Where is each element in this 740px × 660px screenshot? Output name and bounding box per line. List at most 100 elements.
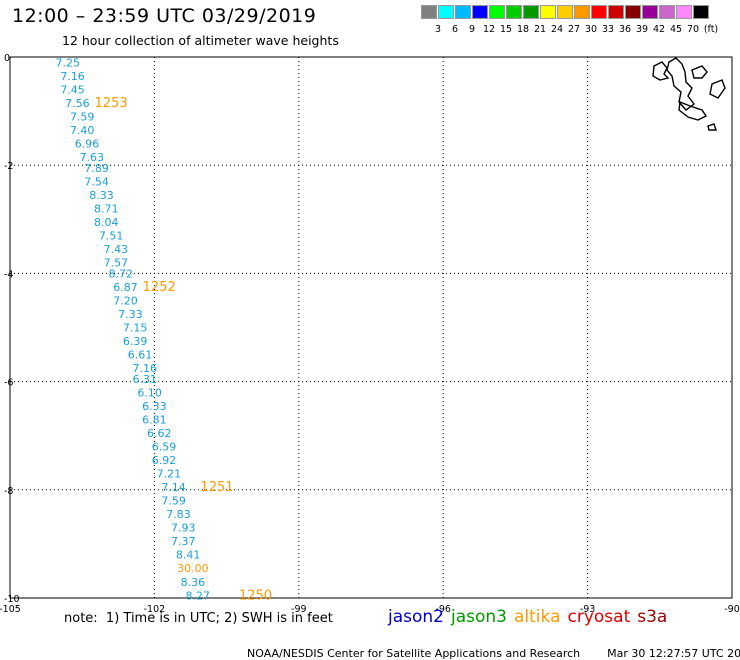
swh-value-label: 7.89 [84, 162, 109, 175]
footer-timestamp: Mar 30 12:27:57 UTC 2019 [607, 647, 740, 660]
legend-jason2: jason2 [388, 607, 444, 627]
scale-label: 27 [567, 24, 581, 35]
scale-unit: (ft) [703, 24, 719, 35]
swh-value-label: 7.45 [60, 83, 85, 96]
scale-swatch [455, 5, 471, 19]
swh-value-label: 7.20 [113, 294, 138, 307]
y-tick-label: -10 [4, 594, 20, 605]
swh-value-label: 7.93 [171, 522, 196, 535]
x-tick-label: -90 [724, 604, 740, 615]
swh-value-label: 8.71 [94, 202, 119, 215]
swh-value-label: 7.25 [56, 56, 81, 69]
island-outline [652, 61, 670, 81]
scale-label: 6 [451, 24, 459, 35]
scale-swatch [438, 5, 454, 19]
scale-swatch [693, 5, 709, 19]
time-label: 1253 [95, 96, 128, 111]
scale-label: 24 [550, 24, 564, 35]
swh-value-label: 6.31 [133, 373, 158, 386]
scale-swatch [659, 5, 675, 19]
scale-swatch [557, 5, 573, 19]
swh-value-label: 30.00 [177, 562, 209, 575]
coastline-map [652, 57, 726, 131]
swh-value-label: 7.59 [70, 111, 95, 124]
plot-frame [9, 56, 733, 599]
swh-value-label: 6.92 [152, 454, 177, 467]
chart-title: 12:00 – 23:59 UTC 03/29/2019 [12, 5, 317, 27]
legend-s3a: s3a [637, 607, 668, 627]
scale-label: 12 [482, 24, 496, 35]
legend-jason3: jason3 [451, 607, 507, 627]
scale-label: 21 [533, 24, 547, 35]
scale-label: 45 [669, 24, 683, 35]
x-tick-label: -96 [435, 604, 451, 615]
swh-value-label: 8.27 [185, 589, 210, 602]
swh-value-label: 7.51 [99, 230, 124, 243]
x-tick-label: -102 [144, 604, 166, 615]
swh-value-label: 7.21 [157, 468, 182, 481]
scale-label: 39 [635, 24, 649, 35]
y-tick-label: -6 [4, 378, 13, 389]
time-label: 1252 [143, 280, 176, 295]
swh-value-label: 7.59 [161, 495, 186, 508]
scale-label: 33 [601, 24, 615, 35]
swh-value-label: 6.61 [128, 349, 153, 362]
footer: NOAA/NESDIS Center for Satellite Applica… [240, 634, 740, 660]
swh-value-label: 7.63 [80, 151, 105, 164]
x-tick-label: -99 [291, 604, 307, 615]
swh-value-label: 7.57 [104, 257, 129, 270]
scale-swatch [591, 5, 607, 19]
scale-swatch [608, 5, 624, 19]
swh-value-label: 8.36 [181, 576, 206, 589]
time-label: 1251 [200, 480, 233, 495]
legend-altika: altika [514, 607, 561, 627]
scale-swatch [506, 5, 522, 19]
swh-value-label: 7.83 [166, 508, 191, 521]
y-tick-label: 0 [4, 53, 10, 64]
swh-value-label: 7.14 [161, 481, 186, 494]
scale-label: 3 [434, 24, 442, 35]
swh-value-label: 6.87 [113, 281, 138, 294]
island-outline [691, 65, 708, 79]
swh-value-label: 6.81 [142, 413, 167, 426]
scale-swatch [676, 5, 692, 19]
scale-label: 18 [516, 24, 530, 35]
scale-swatch [489, 5, 505, 19]
swh-value-label: 6.10 [137, 386, 162, 399]
swh-value-label: 7.43 [104, 243, 129, 256]
scale-label: 70 [686, 24, 700, 35]
scale-swatch [574, 5, 590, 19]
swh-value-label: 7.56 [65, 97, 90, 110]
scale-label: 42 [652, 24, 666, 35]
swh-value-label: 7.33 [118, 308, 143, 321]
scale-swatch [642, 5, 658, 19]
island-outline [707, 123, 717, 131]
swh-value-label: 7.16 [60, 70, 85, 83]
time-label: 1250 [239, 588, 272, 603]
swh-value-label: 7.54 [84, 175, 109, 188]
satellite-legend: jason2 jason3 altika cryosat s3a [388, 607, 674, 627]
y-tick-label: -8 [4, 486, 13, 497]
scale-swatch [421, 5, 437, 19]
swh-value-label: 8.04 [94, 216, 119, 229]
scale-label: 15 [499, 24, 513, 35]
x-tick-label: -105 [0, 604, 21, 615]
island-outline [709, 79, 726, 99]
scale-swatch [625, 5, 641, 19]
swh-value-label: 6.59 [152, 441, 177, 454]
swh-value-label: 6.39 [123, 335, 148, 348]
chart-subtitle: 12 hour collection of altimeter wave hei… [62, 33, 339, 48]
swh-value-label: 8.33 [89, 189, 114, 202]
swh-value-label: 8.41 [176, 549, 201, 562]
swh-value-label: 7.16 [133, 362, 158, 375]
x-tick-label: -93 [580, 604, 596, 615]
swh-value-label: 6.62 [147, 427, 172, 440]
legend-cryosat: cryosat [567, 607, 631, 627]
island-outline [666, 57, 695, 111]
scale-label: 36 [618, 24, 632, 35]
y-tick-label: -4 [4, 269, 13, 280]
scale-label: 9 [468, 24, 476, 35]
island-outline [678, 101, 708, 121]
footer-credit: NOAA/NESDIS Center for Satellite Applica… [247, 647, 581, 660]
